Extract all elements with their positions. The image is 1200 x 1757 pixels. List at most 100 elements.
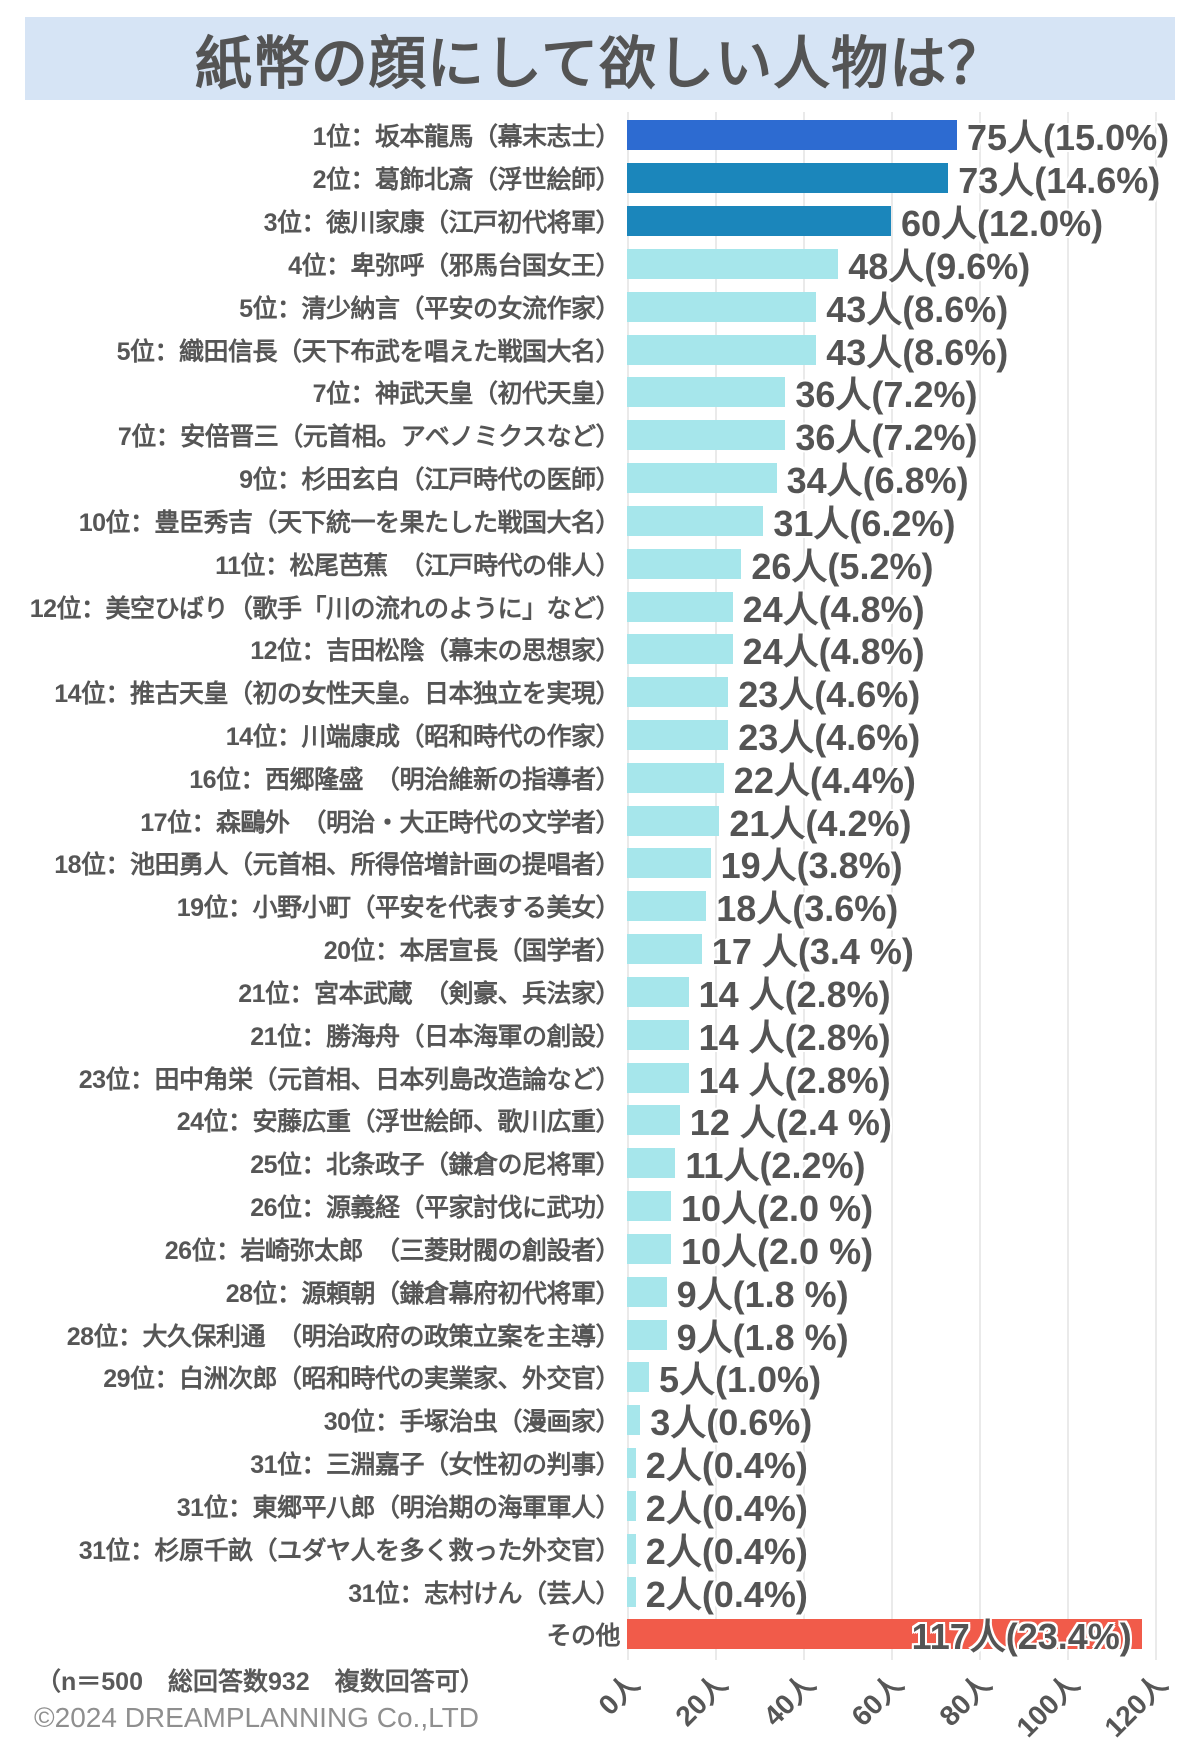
- chart-row: 29位：白洲次郎（昭和時代の実業家、外交官） 5人(1.0%): [0, 1356, 1200, 1400]
- chart-row: 28位：源頼朝（鎌倉幕府初代将軍） 9人(1.8 %): [0, 1270, 1200, 1315]
- value-label: 5人(1.0%): [659, 1359, 822, 1401]
- value-label: 17 人(3.4 %): [711, 931, 914, 973]
- bar-zone: 2人(0.4%): [620, 1485, 1200, 1529]
- title-band: 紙幣の顔にして欲しい人物は？: [25, 17, 1175, 100]
- category-label: 28位：源頼朝（鎌倉幕府初代将軍）: [225, 1279, 621, 1308]
- bar: [627, 805, 720, 836]
- bar: [627, 1490, 636, 1521]
- bar-zone: 48人(9.6%): [620, 242, 1200, 287]
- copyright-text: ©2024 DREAMPLANNING Co.,LTD: [34, 1702, 479, 1733]
- chart-row: 9位：杉田玄白（江戸時代の医師） 34人(6.8%): [0, 457, 1200, 501]
- bar: [627, 1148, 676, 1179]
- value-label: 9人(1.8 %): [676, 1316, 849, 1358]
- value-label: 48人(9.6%): [848, 245, 1031, 287]
- chart-row: 24位：安藤広重（浮世絵師、歌川広重） 12 人(2.4 %): [0, 1099, 1200, 1143]
- chart-row: 11位：松尾芭蕉 （江戸時代の俳人） 26人(5.2%): [0, 542, 1200, 587]
- page-title: 紙幣の顔にして欲しい人物は？: [194, 31, 1006, 96]
- bar: [627, 634, 733, 665]
- chart-row: 1位：坂本龍馬（幕末志士） 75人(15.0%): [0, 114, 1200, 158]
- chart-row: その他 117人(23.4%): [0, 1613, 1200, 1657]
- value-label: 3人(0.6%): [650, 1402, 813, 1444]
- value-label: 31人(6.2%): [773, 502, 956, 544]
- bar-zone: 36人(7.2%): [620, 371, 1200, 415]
- value-label: 14 人(2.8%): [698, 973, 891, 1015]
- bar: [627, 1619, 1142, 1650]
- category-label: 12位：吉田松陰（幕末の思想家）: [250, 637, 620, 666]
- bar-zone: 12 人(2.4 %): [620, 1099, 1200, 1143]
- bar-zone: 23人(4.6%): [620, 671, 1200, 715]
- bar: [627, 1319, 667, 1350]
- chart-row: 4位：卑弥呼（邪馬台国女王） 48人(9.6%): [0, 242, 1200, 287]
- bar-zone: 23人(4.6%): [620, 714, 1200, 758]
- bar: [627, 291, 817, 322]
- gridline: [1067, 112, 1069, 1660]
- chart-row: 21位：勝海舟（日本海軍の創設） 14 人(2.8%): [0, 1013, 1200, 1058]
- bar-zone: 10人(2.0 %): [620, 1185, 1200, 1229]
- category-label: 21位：宮本武蔵 （剣豪、兵法家）: [238, 979, 620, 1008]
- chart-row: 31位：志村けん（芸人） 2人(0.4%): [0, 1570, 1200, 1615]
- value-label: 2人(0.4%): [645, 1530, 808, 1572]
- value-label: 10人(2.0 %): [681, 1230, 874, 1272]
- bar: [627, 248, 839, 279]
- category-label: 21位：勝海舟（日本海軍の創設）: [250, 1022, 620, 1051]
- value-label: 23人(4.6%): [738, 674, 921, 716]
- value-label: 43人(8.6%): [826, 331, 1009, 373]
- chart-row: 14位：川端康成（昭和時代の作家） 23人(4.6%): [0, 714, 1200, 758]
- category-label: 28位：大久保利通 （明治政府の政策立案を主導）: [66, 1322, 621, 1351]
- bar-zone: 73人(14.6%): [620, 157, 1200, 201]
- category-label: 24位：安藤広重（浮世絵師、歌川広重）: [176, 1108, 621, 1137]
- gridline: [891, 112, 893, 1660]
- bar: [627, 120, 957, 151]
- value-label: 36人(7.2%): [795, 417, 978, 459]
- bar: [627, 1362, 649, 1393]
- chart-row: 18位：池田勇人（元首相、所得倍増計画の提唱者） 19人(3.8%): [0, 842, 1200, 886]
- chart-row: 28位：大久保利通 （明治政府の政策立案を主導） 9人(1.8 %): [0, 1313, 1200, 1358]
- chart-row: 2位：葛飾北斎（浮世絵師） 73人(14.6%): [0, 157, 1200, 201]
- value-label: 23人(4.6%): [738, 717, 921, 758]
- bar: [627, 848, 711, 879]
- bar: [627, 334, 817, 365]
- value-label: 26人(5.2%): [751, 545, 934, 587]
- sample-size-note: （n＝500 総回答数932 複数回答可）: [36, 1668, 485, 1696]
- chart-row: 31位：東郷平八郎（明治期の海軍軍人） 2人(0.4%): [0, 1485, 1200, 1529]
- chart-row: 17位：森鷗外 （明治・大正時代の文学者） 21人(4.2%): [0, 799, 1200, 844]
- bar-zone: 9人(1.8 %): [620, 1270, 1200, 1315]
- value-label: 34人(6.8%): [786, 460, 969, 502]
- category-label: 31位：東郷平八郎（明治期の海軍軍人）: [176, 1493, 621, 1522]
- bar-zone: 10人(2.0 %): [620, 1228, 1200, 1272]
- value-label: 75人(15.0%): [967, 117, 1170, 159]
- chart-row: 5位：織田信長（天下布武を唱えた戦国大名） 43人(8.6%): [0, 328, 1200, 373]
- bar: [627, 1062, 689, 1093]
- value-label: 14 人(2.8%): [698, 1059, 891, 1101]
- category-label: 20位：本居宣長（国学者）: [323, 937, 621, 966]
- chart-row: 7位：神武天皇（初代天皇） 36人(7.2%): [0, 371, 1200, 415]
- category-label: 23位：田中角栄（元首相、日本列島改造論など）: [78, 1065, 621, 1094]
- bar: [627, 163, 949, 194]
- value-label: 2人(0.4%): [645, 1573, 808, 1615]
- category-label: その他: [546, 1622, 620, 1651]
- bar-zone: 14 人(2.8%): [620, 1013, 1200, 1058]
- bar: [627, 420, 786, 451]
- category-label: 10位：豊臣秀吉（天下統一を果たした戦国大名）: [78, 508, 621, 537]
- value-label: 11人(2.2%): [685, 1145, 866, 1187]
- bar-zone: 9人(1.8 %): [620, 1313, 1200, 1358]
- chart-row: 25位：北条政子（鎌倉の尼将軍） 11人(2.2%): [0, 1142, 1200, 1186]
- gridlines: [627, 112, 1157, 1660]
- category-label: 19位：小野小町（平安を代表する美女）: [176, 894, 621, 923]
- bar-zone: 22人(4.4%): [620, 756, 1200, 801]
- value-label: 10人(2.0 %): [681, 1188, 874, 1230]
- value-label: 21人(4.2%): [729, 802, 912, 844]
- bar: [627, 591, 733, 622]
- value-label: 19人(3.8%): [720, 845, 903, 887]
- category-label: 9位：杉田玄白（江戸時代の医師）: [239, 466, 620, 495]
- chart-row: 19位：小野小町（平安を代表する美女） 18人(3.6%): [0, 885, 1200, 929]
- category-label: 31位：三淵嘉子（女性初の判事）: [250, 1451, 620, 1480]
- gridline: [1155, 112, 1157, 1660]
- bar-zone: 43人(8.6%): [620, 285, 1200, 330]
- bar-zone: 43人(8.6%): [620, 328, 1200, 373]
- category-label: 5位：清少納言（平安の女流作家）: [239, 294, 620, 323]
- category-label: 2位：葛飾北斎（浮世絵師）: [312, 166, 621, 195]
- bar-zone: 2人(0.4%): [620, 1570, 1200, 1615]
- bar-zone: 117人(23.4%): [620, 1613, 1200, 1657]
